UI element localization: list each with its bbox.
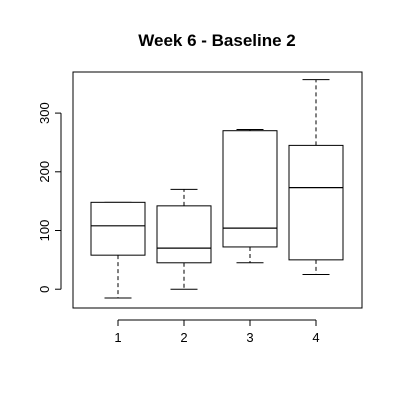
y-tick-label: 300	[37, 102, 52, 124]
box-iqr	[90, 201, 146, 256]
y-tick-label: 0	[37, 286, 52, 293]
box-3	[222, 129, 278, 264]
chart-title: Week 6 - Baseline 2	[138, 31, 296, 50]
y-axis: 0 100 200 300	[37, 102, 62, 293]
boxes-group	[90, 79, 344, 299]
box-4	[288, 79, 344, 276]
box-1	[90, 201, 146, 299]
x-tick-label: 3	[246, 330, 253, 345]
x-tick-label: 2	[180, 330, 187, 345]
x-axis: 1 2 3 4	[114, 319, 320, 345]
x-tick-label: 4	[312, 330, 319, 345]
box-2	[156, 188, 212, 290]
plot-frame	[72, 71, 363, 309]
box-iqr	[222, 130, 278, 248]
y-tick-label: 200	[37, 161, 52, 183]
y-tick-label: 100	[37, 220, 52, 242]
box-iqr	[156, 205, 212, 264]
box-iqr	[288, 144, 344, 261]
x-tick-label: 1	[114, 330, 121, 345]
